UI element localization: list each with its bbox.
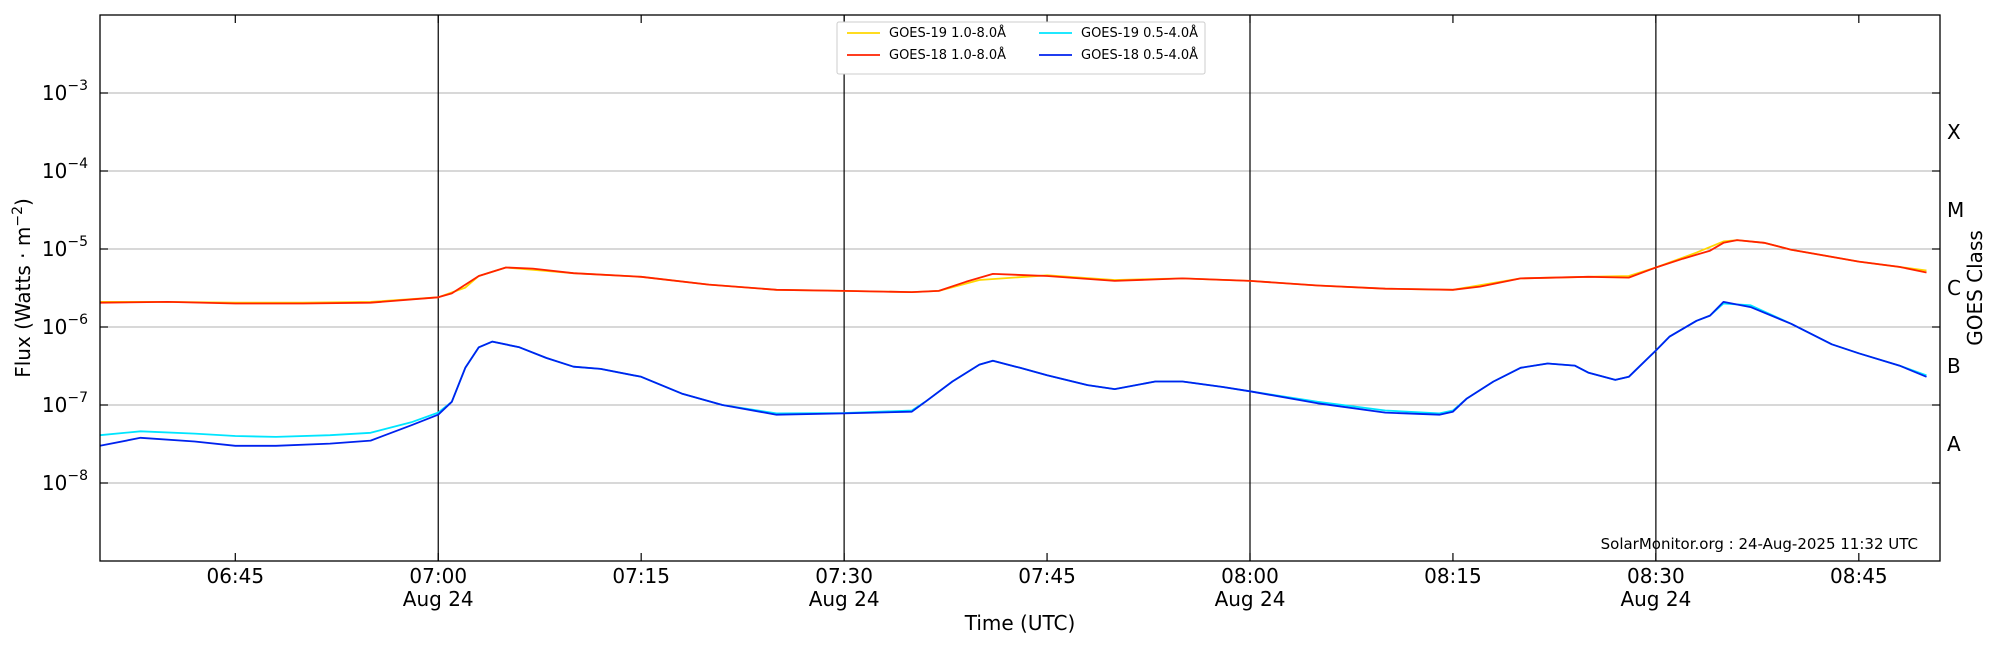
x-tick-label-0: 06:45 (206, 564, 264, 588)
credit-text: SolarMonitor.org : 24-Aug-2025 11:32 UTC (1601, 535, 1918, 553)
day-boundary-lines (437, 15, 1657, 561)
x-tick-label-4: 07:45 (1018, 564, 1076, 588)
y-axis-ticks: 10−8 10−7 10−6 10−5 10−4 10−3 (42, 78, 1940, 495)
legend-label-3: GOES-18 0.5-4.0Å (1081, 47, 1198, 63)
series-lines (99, 239, 1927, 447)
y-tick-label-4: 10−4 (42, 156, 88, 183)
series-line-1 (99, 239, 1927, 305)
x-tick-label-8: 08:45 (1830, 564, 1888, 588)
x-tick-sublabel-7: Aug 24 (1620, 587, 1691, 611)
gridlines (100, 92, 1940, 484)
x-tick-sublabel-3: Aug 24 (809, 587, 880, 611)
y2-axis-title: GOES Class (1963, 230, 1987, 346)
y-tick-label-3: 10−5 (42, 234, 88, 261)
x-tick-sublabel-1: Aug 24 (403, 587, 474, 611)
goes-class-c: C (1947, 276, 1961, 300)
x-tick-label-5: 08:00 (1221, 564, 1279, 588)
goes-class-b: B (1947, 354, 1961, 378)
x-tick-label-6: 08:15 (1424, 564, 1482, 588)
y-axis-title: Flux (Watts · m−2) (10, 198, 35, 378)
goes-class-m: M (1947, 198, 1964, 222)
y-tick-label-1: 10−7 (42, 390, 88, 417)
legend-label-1: GOES-18 1.0-8.0Å (889, 47, 1006, 63)
y-tick-label-5: 10−3 (42, 78, 88, 105)
legend-label-0: GOES-19 1.0-8.0Å (889, 25, 1006, 41)
y-tick-label-0: 10−8 (42, 468, 88, 495)
goes-class-a: A (1947, 432, 1961, 456)
x-tick-label-1: 07:00 (409, 564, 467, 588)
legend-label-2: GOES-19 0.5-4.0Å (1081, 25, 1198, 41)
goes-class-labels: A B C M X (1947, 120, 1964, 456)
x-tick-sublabel-5: Aug 24 (1215, 587, 1286, 611)
x-tick-label-7: 08:30 (1627, 564, 1685, 588)
x-tick-label-3: 07:30 (815, 564, 873, 588)
legend-frame (836, 21, 1206, 75)
legend: GOES-19 1.0-8.0Å GOES-18 1.0-8.0Å GOES-19 … (836, 21, 1206, 75)
plot-frame (99, 14, 1941, 562)
y-tick-label-2: 10−6 (42, 312, 88, 339)
x-axis-title: Time (UTC) (964, 611, 1076, 635)
series-line-2 (99, 302, 1927, 438)
x-tick-label-2: 07:15 (612, 564, 670, 588)
goes-class-x: X (1947, 120, 1961, 144)
series-line-3 (99, 300, 1927, 447)
